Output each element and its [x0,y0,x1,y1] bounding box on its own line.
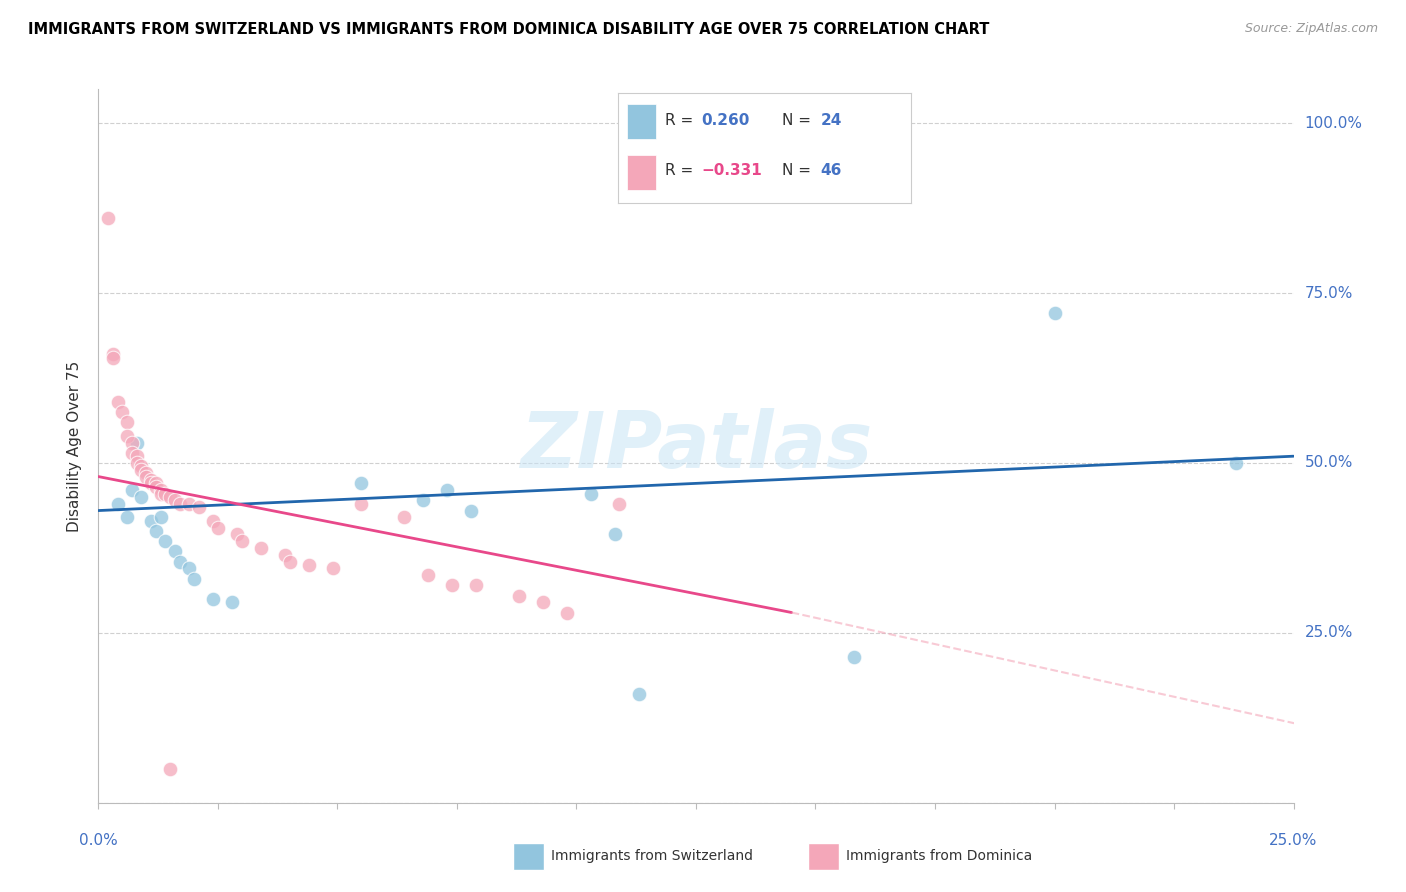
Point [163,544,186,558]
Point [842,649,865,664]
Point [418,568,440,582]
Point [139,473,162,487]
Point [436,483,458,498]
Point [179,497,201,511]
Point [169,497,191,511]
Point [145,476,167,491]
Point [531,595,554,609]
Point [627,687,650,701]
Point [508,589,530,603]
Point [101,347,124,361]
Text: 75.0%: 75.0% [1305,285,1353,301]
Point [163,493,186,508]
Point [183,572,205,586]
Point [221,595,243,609]
Point [298,558,321,572]
Point [465,578,488,592]
Point [149,483,172,498]
Point [202,591,225,606]
Point [187,500,209,515]
Point [159,762,181,776]
Text: 0.0%: 0.0% [79,833,118,848]
Point [159,490,181,504]
Point [202,514,225,528]
Point [149,510,172,524]
Text: Immigrants from Dominica: Immigrants from Dominica [846,849,1032,863]
Point [97,211,120,226]
Point [274,548,297,562]
Text: IMMIGRANTS FROM SWITZERLAND VS IMMIGRANTS FROM DOMINICA DISABILITY AGE OVER 75 C: IMMIGRANTS FROM SWITZERLAND VS IMMIGRANT… [28,22,990,37]
Point [121,435,143,450]
Point [394,510,416,524]
Text: 50.0%: 50.0% [1305,456,1353,470]
Point [121,446,143,460]
Point [603,527,626,541]
Point [131,463,153,477]
Text: Immigrants from Switzerland: Immigrants from Switzerland [551,849,754,863]
Point [115,429,138,443]
Text: Source: ZipAtlas.com: Source: ZipAtlas.com [1244,22,1378,36]
Point [207,520,229,534]
Point [139,476,162,491]
Point [149,486,172,500]
Text: 100.0%: 100.0% [1305,116,1362,131]
Point [350,476,373,491]
Point [579,486,602,500]
Point [139,514,162,528]
Point [155,486,177,500]
Point [111,405,134,419]
Point [115,510,138,524]
Point [231,534,253,549]
Point [131,459,153,474]
Point [441,578,464,592]
Point [460,503,482,517]
Point [125,435,148,450]
Point [121,483,143,498]
Point [135,466,157,480]
Point [169,555,191,569]
Text: 25.0%: 25.0% [1270,833,1317,848]
Point [155,534,177,549]
Point [609,497,631,511]
Point [555,606,578,620]
Point [179,561,201,575]
Point [107,394,129,409]
Point [412,493,434,508]
Point [125,449,148,463]
Point [278,555,301,569]
Point [1225,456,1247,470]
Point [107,497,129,511]
Point [226,527,249,541]
Point [131,490,153,504]
Point [145,480,167,494]
Text: 25.0%: 25.0% [1305,625,1353,640]
Point [1043,306,1066,320]
Point [322,561,344,575]
Y-axis label: Disability Age Over 75: Disability Age Over 75 [67,360,83,532]
Point [101,351,124,365]
Point [125,456,148,470]
Point [115,415,138,429]
Point [145,524,167,538]
Point [350,497,373,511]
Point [250,541,273,555]
Point [135,469,157,483]
Text: ZIPatlas: ZIPatlas [520,408,872,484]
